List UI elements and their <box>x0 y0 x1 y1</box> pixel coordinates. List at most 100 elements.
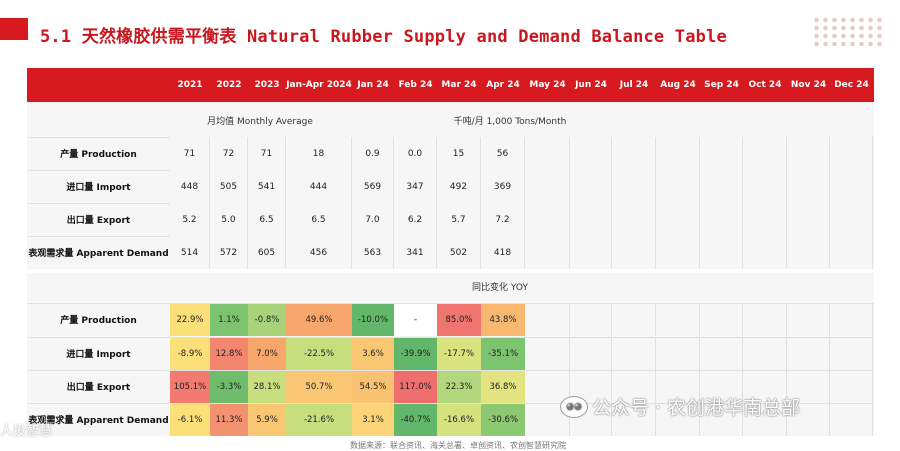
yoy-cell: -8.9% <box>170 338 210 370</box>
table-cell <box>570 236 612 269</box>
table-cell: 448 <box>170 170 210 203</box>
table-cell: 341 <box>394 236 437 269</box>
row-divider <box>27 370 874 371</box>
table-cell: 5.0 <box>210 203 248 236</box>
row-divider <box>27 403 874 404</box>
table-cell <box>830 370 873 403</box>
table-cell <box>830 170 873 203</box>
table-cell <box>656 403 700 436</box>
table-cell <box>700 137 743 170</box>
table-cell <box>570 303 612 336</box>
yoy-cell: -10.0% <box>352 304 394 336</box>
table-cell <box>743 236 787 269</box>
table-cell <box>525 303 570 336</box>
yoy-cell: -22.5% <box>286 338 352 370</box>
table-cell: 56 <box>481 137 525 170</box>
table-cell <box>743 170 787 203</box>
yoy-cell: -16.6% <box>437 404 481 436</box>
table-cell <box>612 170 656 203</box>
column-header: Feb 24 <box>398 80 433 90</box>
yoy-cell: -30.6% <box>481 404 525 436</box>
yoy-cell: 22.9% <box>170 304 210 336</box>
table-cell: 7.2 <box>481 203 525 236</box>
table-cell <box>656 303 700 336</box>
table-cell: 6.2 <box>394 203 437 236</box>
yoy-cell: -17.7% <box>437 338 481 370</box>
row-label: 表观需求量 Apparent Demand <box>28 416 169 426</box>
table-cell <box>525 370 570 403</box>
row-label: 表观需求量 Apparent Demand <box>28 249 169 259</box>
table-cell <box>570 337 612 370</box>
table-cell <box>787 137 830 170</box>
table-cell <box>612 403 656 436</box>
table-cell: 6.5 <box>248 203 286 236</box>
table-cell <box>656 170 700 203</box>
table-cell: 505 <box>210 170 248 203</box>
table-cell <box>830 303 873 336</box>
table-cell: 444 <box>286 170 352 203</box>
table-cell <box>830 236 873 269</box>
table-cell: 71 <box>170 137 210 170</box>
table-cell: 514 <box>170 236 210 269</box>
yoy-cell: 22.3% <box>437 371 481 403</box>
table-cell <box>525 236 570 269</box>
table-cell <box>787 370 830 403</box>
table-cell <box>525 403 570 436</box>
source-footnote: 数据来源：联合资讯、海关总署、卓创资讯、农创智慧研究院 <box>350 441 566 450</box>
table-cell: 418 <box>481 236 525 269</box>
table-cell <box>787 236 830 269</box>
column-header: May 24 <box>529 80 566 90</box>
section1-right-label: 千吨/月 1,000 Tons/Month <box>453 116 567 127</box>
column-header: Jan 24 <box>357 80 389 90</box>
table-cell: 605 <box>248 236 286 269</box>
wechat-icon: ◕◕ <box>560 395 588 418</box>
row-label: 产量 Production <box>60 316 137 326</box>
yoy-cell: 117.0% <box>394 371 437 403</box>
title-accent-bar <box>0 18 28 40</box>
table-cell <box>612 203 656 236</box>
table-cell <box>787 303 830 336</box>
table-cell: 569 <box>352 170 394 203</box>
table-cell <box>525 137 570 170</box>
table-cell: 369 <box>481 170 525 203</box>
table-cell <box>700 203 743 236</box>
table-cell <box>656 236 700 269</box>
table-cell <box>830 337 873 370</box>
table-cell <box>830 203 873 236</box>
column-header: Sep 24 <box>704 80 739 90</box>
yoy-cell: 5.9% <box>248 404 286 436</box>
table-cell <box>656 137 700 170</box>
column-header: 2022 <box>216 80 242 90</box>
yoy-cell: 85.0% <box>437 304 481 336</box>
table-cell <box>787 203 830 236</box>
table-cell: 572 <box>210 236 248 269</box>
table-cell: 71 <box>248 137 286 170</box>
table-cell: 7.0 <box>352 203 394 236</box>
table-cell <box>656 203 700 236</box>
table-cell: 15 <box>437 137 481 170</box>
yoy-cell: 7.0% <box>248 338 286 370</box>
yoy-cell: 36.8% <box>481 371 525 403</box>
yoy-cell: 105.1% <box>170 371 210 403</box>
yoy-cell: 11.3% <box>210 404 248 436</box>
yoy-cell: 50.7% <box>286 371 352 403</box>
column-header: Jun 24 <box>575 80 607 90</box>
yoy-cell: -0.8% <box>248 304 286 336</box>
column-header: Apr 24 <box>486 80 520 90</box>
section2-label: 同比变化 YOY <box>472 282 528 293</box>
yoy-cell: 3.1% <box>352 404 394 436</box>
table-cell: 0.9 <box>352 137 394 170</box>
yoy-cell: 3.6% <box>352 338 394 370</box>
watermark-text: 公众号 · 农创港华南总部 <box>592 397 801 419</box>
yoy-cell: -40.7% <box>394 404 437 436</box>
yoy-cell: -35.1% <box>481 338 525 370</box>
table-cell: 492 <box>437 170 481 203</box>
table-cell <box>570 370 612 403</box>
table-cell: 6.5 <box>286 203 352 236</box>
table-cell <box>570 403 612 436</box>
table-cell <box>612 303 656 336</box>
table-cell <box>787 403 830 436</box>
column-header: 2023 <box>254 80 280 90</box>
column-header: Jul 24 <box>619 80 649 90</box>
row-divider <box>27 337 874 338</box>
